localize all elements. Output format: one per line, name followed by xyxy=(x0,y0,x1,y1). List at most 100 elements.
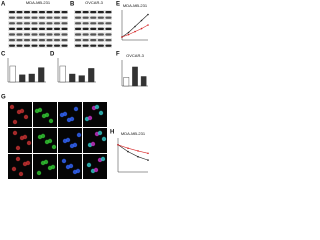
blot-band xyxy=(90,11,97,14)
blot-band xyxy=(24,39,30,42)
cell xyxy=(43,159,49,165)
blot-band xyxy=(97,11,104,14)
blot-band xyxy=(90,44,97,47)
blot-band xyxy=(54,44,60,47)
blot-band xyxy=(31,11,38,14)
line xyxy=(117,144,149,154)
panel-label: B xyxy=(70,2,75,8)
blot-band xyxy=(75,22,82,25)
point xyxy=(147,152,149,155)
cell xyxy=(37,107,43,113)
bar xyxy=(28,73,35,83)
cell xyxy=(12,119,18,125)
cell xyxy=(73,106,79,112)
point xyxy=(127,33,130,36)
bar xyxy=(140,76,147,87)
blot-band xyxy=(105,44,112,47)
bar xyxy=(9,65,16,83)
micrograph xyxy=(8,128,32,153)
cell xyxy=(50,164,56,170)
cell xyxy=(15,156,21,162)
blot-band xyxy=(75,11,82,14)
blot-band xyxy=(39,33,45,36)
axis xyxy=(117,138,148,173)
cell xyxy=(101,136,107,142)
blot-band xyxy=(97,16,104,19)
panel-title: MDA-MB-231 xyxy=(26,0,51,5)
blot-band xyxy=(97,44,104,47)
blot-band xyxy=(46,11,53,14)
point xyxy=(127,31,130,34)
blot-band xyxy=(75,39,82,42)
blot-band xyxy=(16,27,23,30)
blot-band xyxy=(16,16,23,19)
blot-band xyxy=(105,22,112,25)
blot-strip xyxy=(8,21,68,26)
cell xyxy=(100,156,106,162)
blot-band xyxy=(82,39,89,42)
blot-band xyxy=(97,39,104,42)
panel-label: C xyxy=(1,52,6,58)
blot-band xyxy=(31,44,38,47)
blot-band xyxy=(39,11,45,14)
bar xyxy=(123,77,130,87)
bar xyxy=(132,66,138,87)
blot-band xyxy=(75,44,82,47)
chart-title: MDA-MB-231 xyxy=(123,3,148,8)
blot-band xyxy=(90,22,97,25)
blot-band xyxy=(54,27,60,30)
micrograph xyxy=(83,102,107,127)
blot-band xyxy=(105,27,112,30)
cell xyxy=(61,158,67,164)
blot-strip xyxy=(8,10,68,15)
blot-band xyxy=(61,22,68,25)
panel-label: E xyxy=(116,2,120,8)
point xyxy=(140,19,143,22)
blot-band xyxy=(39,22,45,25)
chart-title: MDA-MB-231 xyxy=(121,131,146,136)
blot-band xyxy=(39,44,45,47)
cell xyxy=(90,141,96,147)
blot-band xyxy=(24,16,30,19)
blot-band xyxy=(54,11,60,14)
point xyxy=(147,159,149,161)
blot-band xyxy=(16,22,23,25)
blot-band xyxy=(54,39,60,42)
point xyxy=(127,150,129,153)
cell xyxy=(62,111,68,117)
blot-band xyxy=(90,39,97,42)
blot-band xyxy=(90,27,97,30)
blot-band xyxy=(9,11,15,14)
point xyxy=(121,36,123,38)
blot-band xyxy=(46,22,53,25)
cell xyxy=(48,118,54,124)
blot-band xyxy=(75,16,82,19)
panel-label: F xyxy=(116,52,120,58)
cell xyxy=(93,167,99,173)
blot-band xyxy=(61,39,68,42)
point xyxy=(147,13,149,16)
point xyxy=(147,24,149,26)
cell xyxy=(97,130,103,136)
cell xyxy=(69,116,75,122)
blot-band xyxy=(105,16,112,19)
blot-band xyxy=(105,33,112,36)
point xyxy=(137,150,139,152)
cell xyxy=(98,110,104,116)
blot-strip xyxy=(8,26,68,31)
cell xyxy=(36,170,42,176)
blot-band xyxy=(9,16,15,19)
cell xyxy=(72,142,78,148)
blot-band xyxy=(16,39,23,42)
blot-band xyxy=(105,11,112,14)
cell xyxy=(18,171,24,177)
figure: A MDA-MB-231 B OVCAR-3 C D E F G H MDA-M… xyxy=(1,0,149,179)
blot-band xyxy=(9,33,15,36)
cell xyxy=(15,145,21,151)
blot-strip xyxy=(8,43,68,48)
point xyxy=(117,144,119,146)
cell xyxy=(75,168,81,174)
point xyxy=(137,155,139,158)
blot-band xyxy=(31,39,38,42)
blot-band xyxy=(90,16,97,19)
